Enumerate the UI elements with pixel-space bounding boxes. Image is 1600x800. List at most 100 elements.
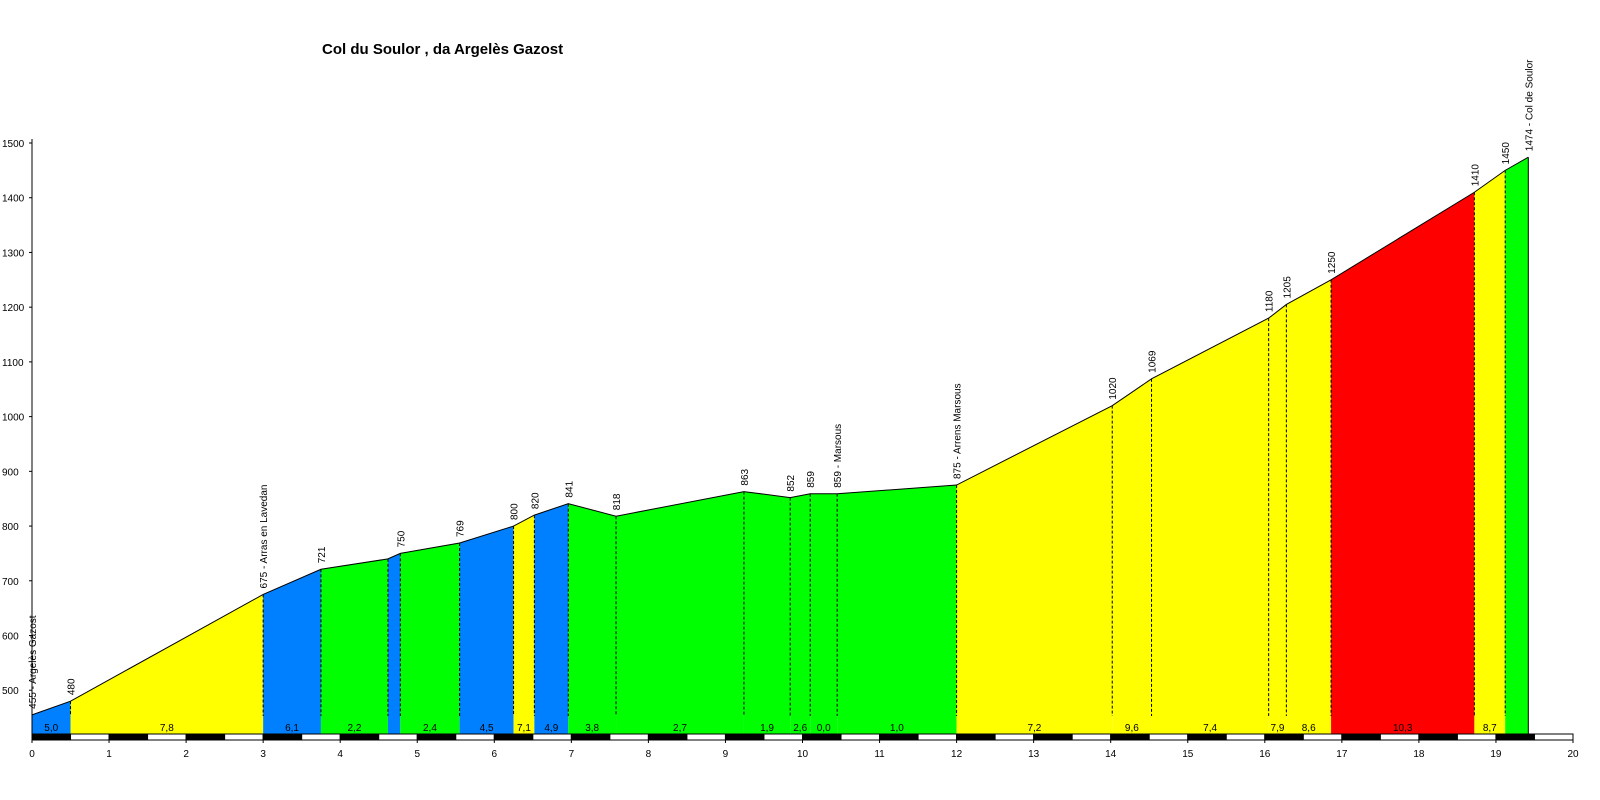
- x-tick-label: 19: [1490, 749, 1502, 760]
- km-bar-section: [763, 733, 803, 741]
- altitude-label: 1069: [1148, 350, 1159, 373]
- x-tick-label: 5: [414, 749, 420, 760]
- km-bar-section: [609, 733, 649, 741]
- y-tick-label: 1500: [2, 139, 25, 150]
- gradient-label: 8,6: [1302, 723, 1316, 734]
- altitude-label: 1410: [1470, 164, 1481, 187]
- profile-segment: [956, 405, 1113, 734]
- altitude-label: 1180: [1265, 290, 1276, 312]
- gradient-label: 3,8: [585, 723, 599, 734]
- x-tick-label: 0: [29, 749, 35, 760]
- km-bar-section: [1033, 733, 1073, 741]
- km-bar-section: [686, 733, 726, 741]
- y-tick-label: 1300: [2, 248, 25, 259]
- x-tick-label: 18: [1413, 749, 1425, 760]
- altitude-label: 1205: [1282, 276, 1293, 299]
- profile-segment: [1112, 378, 1152, 734]
- km-bar-section: [1264, 733, 1304, 741]
- x-tick-label: 20: [1567, 749, 1579, 760]
- km-bar-section: [879, 733, 919, 741]
- km-bar-section: [1071, 733, 1112, 741]
- gradient-label: 4,9: [544, 723, 558, 734]
- x-tick-label: 4: [337, 749, 343, 760]
- km-bar-section: [378, 733, 418, 741]
- km-bar-section: [532, 733, 572, 741]
- gradient-label: 8,7: [1483, 723, 1497, 734]
- gradient-label: 1,9: [760, 723, 774, 734]
- km-bar-section: [1456, 733, 1497, 741]
- km-bar-section: [802, 733, 842, 741]
- y-tick-label: 1100: [2, 358, 24, 369]
- x-tick-label: 15: [1182, 749, 1194, 760]
- altitude-label: 480: [67, 678, 78, 695]
- km-bar-section: [262, 733, 303, 741]
- axes: 5006007008009001000110012001300140015000…: [2, 139, 1579, 760]
- km-scale-bar: [31, 733, 1574, 741]
- km-bar-section: [224, 733, 264, 741]
- profile-segment: [837, 485, 957, 734]
- gradient-label: 2,4: [423, 723, 437, 734]
- km-bar-section: [647, 733, 688, 741]
- profile-segment: [1151, 318, 1269, 734]
- km-bar-section: [70, 733, 110, 741]
- x-tick-label: 3: [260, 749, 266, 760]
- gradient-label: 10,3: [1393, 723, 1413, 734]
- profile-segment: [513, 515, 535, 734]
- x-tick-label: 16: [1259, 749, 1271, 760]
- profile-segment: [263, 569, 321, 734]
- km-bar-section: [1187, 733, 1227, 741]
- altitude-label: 841: [564, 480, 575, 497]
- gradient-label: 4,5: [480, 723, 494, 734]
- profile-segment: [1286, 279, 1332, 734]
- gradient-label: 0,0: [817, 723, 831, 734]
- altitude-label: 1250: [1327, 251, 1338, 274]
- profile-segment: [459, 526, 514, 734]
- km-bar-section: [1341, 733, 1381, 741]
- x-tick-label: 12: [951, 749, 963, 760]
- x-tick-label: 8: [646, 749, 652, 760]
- profile-segment: [743, 491, 791, 734]
- x-tick-label: 2: [183, 749, 189, 760]
- profile-segment: [1268, 304, 1287, 734]
- profile-segment: [387, 553, 401, 734]
- y-tick-label: 800: [2, 522, 19, 533]
- gradient-label: 2,2: [348, 723, 362, 734]
- km-bar-section: [1302, 733, 1343, 741]
- profile-outline: [31, 156, 1529, 716]
- gradient-label: 9,6: [1125, 723, 1139, 734]
- km-bar-section: [1533, 733, 1574, 741]
- gradient-label: 7,1: [517, 723, 531, 734]
- profile-segment: [616, 491, 744, 734]
- profile-segment: [810, 493, 838, 734]
- profile-segment: [400, 543, 460, 734]
- gradient-label: 7,8: [160, 723, 174, 734]
- x-tick-label: 11: [874, 749, 885, 760]
- gradient-label: 6,1: [285, 723, 299, 734]
- profile-segments: [32, 157, 1529, 735]
- y-tick-label: 600: [2, 632, 19, 643]
- altitude-labels: 455 - Argelès Gazost 480 675 - Arras en La…: [28, 59, 1535, 709]
- km-bar-section: [185, 733, 226, 741]
- gradient-label: 1,0: [890, 723, 904, 734]
- altitude-label: 1474 - Col de Soulor: [1524, 59, 1535, 151]
- altitude-label: 675 - Arras en Lavedan: [259, 484, 270, 588]
- segment-dividers: [70, 157, 1529, 734]
- altitude-label: 750: [396, 530, 407, 547]
- km-bar-section: [840, 733, 881, 741]
- profile-segment: [320, 558, 388, 734]
- km-bar-section: [1148, 733, 1189, 741]
- profile-segment: [790, 493, 811, 734]
- altitude-label: 1450: [1501, 142, 1512, 165]
- km-bar-section: [1225, 733, 1266, 741]
- altitude-label: 800: [510, 503, 521, 520]
- km-bar-section: [31, 733, 72, 741]
- km-bar-section: [1110, 733, 1150, 741]
- profile-segment: [32, 701, 71, 734]
- gradient-label: 2,7: [673, 723, 687, 734]
- profile-segment: [534, 503, 569, 734]
- x-tick-label: 13: [1028, 749, 1040, 760]
- km-bar-section: [1418, 733, 1458, 741]
- profile-line: [31, 156, 1529, 716]
- profile-segment: [1331, 192, 1475, 734]
